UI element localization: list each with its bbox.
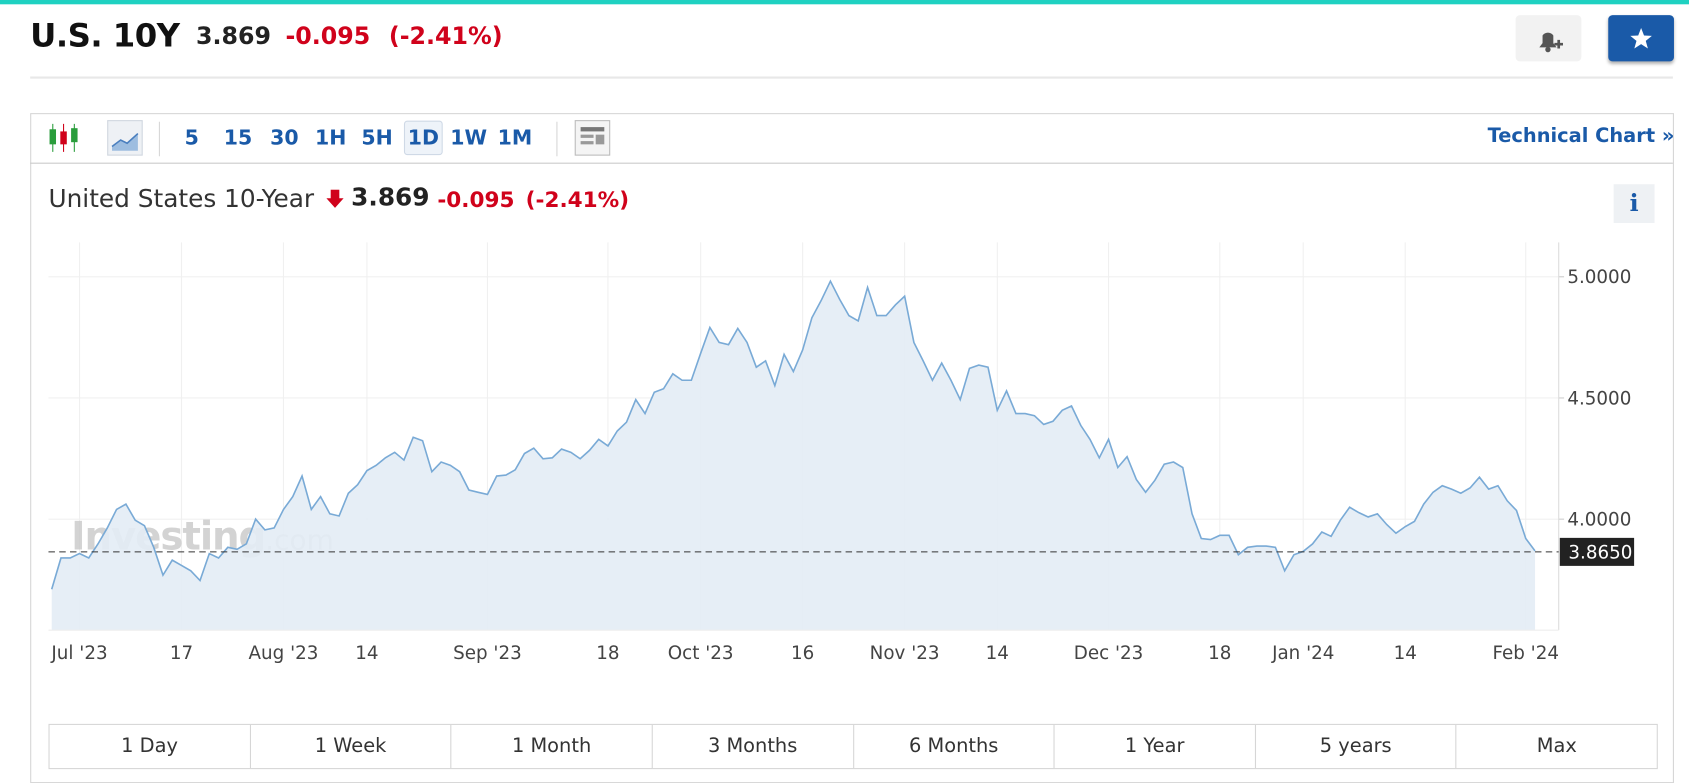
x-tick-label: Jul '23 — [50, 643, 107, 664]
interval-button[interactable]: 30 — [270, 126, 299, 150]
interval-button[interactable]: 5H — [361, 126, 393, 150]
change: -0.095 — [285, 23, 371, 51]
x-tick-label: Oct '23 — [668, 643, 734, 664]
watchlist-button[interactable] — [1608, 15, 1674, 62]
x-tick-label: 14 — [986, 643, 1009, 664]
range-tab[interactable]: 1 Day — [50, 724, 251, 769]
price: 3.869 — [196, 23, 272, 51]
x-tick-label: 17 — [170, 643, 193, 664]
star-icon — [1630, 28, 1652, 49]
range-tab[interactable]: 1 Week — [251, 724, 452, 769]
interval-button[interactable]: 1W — [450, 126, 488, 150]
x-tick-label: 18 — [596, 643, 619, 664]
y-tick-label: 4.5000 — [1567, 388, 1631, 409]
x-tick-label: 14 — [1394, 643, 1417, 664]
toolbar-icons — [49, 120, 611, 157]
x-tick-label: Dec '23 — [1074, 643, 1144, 664]
x-tick-label: 16 — [791, 643, 814, 664]
x-tick-label: Jan '24 — [1271, 643, 1334, 664]
interval-button[interactable]: 15 — [223, 126, 253, 150]
current-price-label: 3.8650 — [1568, 542, 1632, 563]
symbol: U.S. 10Y — [30, 17, 180, 55]
chart-title: United States 10-Year — [48, 185, 315, 214]
y-tick-label: 5.0000 — [1567, 267, 1631, 288]
alert-button[interactable] — [1515, 15, 1582, 62]
interval-button[interactable]: 1D — [403, 120, 443, 156]
x-tick-label: Sep '23 — [453, 643, 522, 664]
down-arrow — [326, 189, 344, 208]
x-tick-label: 14 — [355, 643, 378, 664]
chart-change: -0.095 — [437, 186, 515, 213]
range-tab[interactable]: 1 Year — [1055, 724, 1256, 769]
x-tick-label: Nov '23 — [870, 643, 940, 664]
technical-chart-link[interactable]: Technical Chart » — [1487, 124, 1675, 148]
interval-button[interactable]: 1H — [315, 126, 347, 150]
change-percent: (-2.41%) — [388, 23, 503, 51]
chart-price: 3.869 — [351, 184, 430, 213]
divider — [30, 76, 1673, 79]
range-tab[interactable]: 1 Month — [452, 724, 653, 769]
divider — [30, 162, 1673, 164]
bell-icon — [1539, 32, 1564, 53]
chart-change-percent: (-2.41%) — [525, 186, 630, 213]
y-tick-label: 4.0000 — [1567, 510, 1631, 531]
chart: Jul '23 17 Aug '23 14 Sep '23 18 Oct '23 16 Nov … — [48, 242, 1635, 664]
range-tab[interactable]: 5 years — [1256, 724, 1457, 769]
layout-icon[interactable] — [574, 120, 611, 156]
info-button[interactable]: i — [1613, 184, 1655, 223]
range-tab[interactable]: 6 Months — [854, 724, 1055, 769]
x-tick-label: 18 — [1208, 643, 1231, 664]
line — [50, 279, 1536, 590]
candle-icon[interactable] — [49, 123, 78, 152]
current-price-tag — [1559, 537, 1635, 566]
range-tabs: 1 Day 1 Week 1 Month 3 Months 6 Months 1 Year… — [48, 723, 1658, 770]
area-icon[interactable] — [107, 120, 143, 156]
interval-button[interactable]: 1M — [497, 126, 533, 150]
area — [51, 281, 1536, 631]
range-tab[interactable]: Max — [1536, 734, 1577, 758]
top-bar — [0, 0, 1689, 5]
range-tab[interactable]: 3 Months — [653, 724, 854, 769]
x-tick-label: Aug '23 — [249, 643, 319, 664]
x-tick-label: Feb '24 — [1492, 643, 1559, 664]
interval-button[interactable]: 5 — [184, 126, 199, 150]
